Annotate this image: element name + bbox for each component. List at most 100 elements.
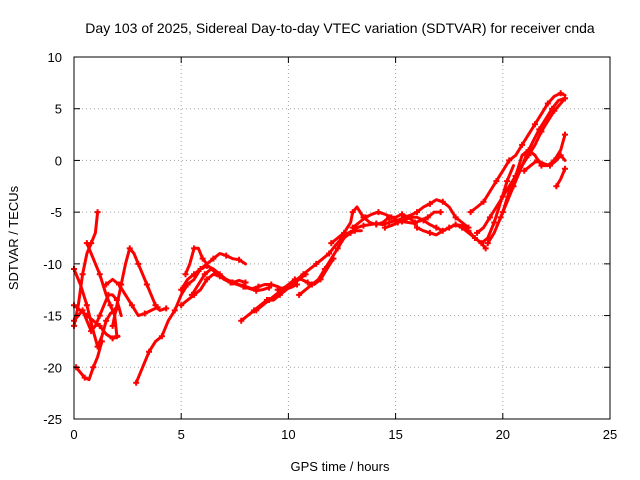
data-point: [83, 312, 90, 319]
data-point: [334, 245, 341, 252]
data-point: [452, 221, 459, 228]
data-point: [308, 281, 315, 288]
data-point: [328, 240, 335, 247]
data-point: [536, 126, 543, 133]
data-point: [98, 338, 105, 345]
data-point: [143, 281, 150, 288]
y-tick-label: -10: [43, 257, 62, 272]
data-point: [362, 214, 369, 221]
data-point: [426, 200, 433, 207]
data-point: [534, 157, 541, 164]
data-point: [210, 255, 217, 262]
data-point: [373, 221, 380, 228]
y-tick-label: -15: [43, 309, 62, 324]
data-point: [499, 193, 506, 200]
data-point: [484, 240, 491, 247]
data-point: [182, 271, 189, 278]
data-point: [437, 209, 444, 216]
data-point: [227, 279, 234, 286]
data-point: [546, 162, 553, 169]
data-point: [90, 364, 97, 371]
axis-ticks: 0 5 10 15 20 25 -25 -20 -15 -10 -5 0 5 10: [43, 50, 617, 442]
data-point: [163, 305, 170, 312]
data-point: [394, 219, 401, 226]
data-point: [531, 121, 538, 128]
data-point: [133, 379, 140, 386]
data-point: [326, 250, 333, 257]
data-point: [544, 100, 551, 107]
data-point: [467, 209, 474, 216]
series-line-prn-y: [501, 133, 567, 214]
data-point: [146, 348, 153, 355]
data-point: [347, 229, 354, 236]
y-tick-label: -25: [43, 412, 62, 427]
data-point: [214, 271, 221, 278]
data-point: [549, 105, 556, 112]
series-line-prn-b: [72, 210, 100, 328]
data-point: [480, 198, 487, 205]
data-point: [493, 178, 500, 185]
data-point: [94, 209, 101, 216]
data-point: [201, 271, 208, 278]
data-point: [486, 214, 493, 221]
data-point: [253, 287, 260, 294]
data-point: [296, 291, 303, 298]
data-point: [141, 310, 148, 317]
data-series: [71, 90, 568, 386]
data-point: [255, 283, 262, 290]
series-line-prn-d: [74, 339, 104, 382]
data-point: [128, 302, 135, 309]
data-point: [313, 260, 320, 267]
y-tick-label: 5: [55, 102, 62, 117]
y-tick-label: 10: [48, 50, 62, 65]
series-line-prn-z: [522, 153, 567, 173]
data-point: [504, 178, 511, 185]
data-point: [388, 214, 395, 221]
data-point: [561, 131, 568, 138]
data-point: [113, 333, 120, 340]
series-line-prn-i: [134, 262, 209, 385]
series-line-prn-h: [85, 241, 119, 338]
data-point: [497, 214, 504, 221]
data-point: [178, 286, 185, 293]
data-point: [420, 217, 427, 224]
data-point: [109, 335, 116, 342]
grid-lines: [74, 57, 610, 419]
series-line-prn-tail: [554, 167, 567, 188]
data-point: [268, 281, 275, 288]
data-point: [482, 245, 489, 252]
series-line-prn-u: [415, 164, 515, 245]
y-tick-label: -5: [50, 205, 62, 220]
data-point: [341, 229, 348, 236]
data-point: [242, 279, 249, 286]
data-point: [411, 219, 418, 226]
data-point: [118, 281, 125, 288]
data-point: [266, 284, 273, 291]
data-point: [360, 222, 367, 229]
data-point: [135, 260, 142, 267]
data-point: [433, 224, 440, 231]
data-point: [126, 245, 133, 252]
data-point: [96, 271, 103, 278]
data-point: [83, 240, 90, 247]
data-point: [158, 333, 165, 340]
data-point: [203, 276, 210, 283]
data-point: [381, 224, 388, 231]
data-point: [199, 255, 206, 262]
x-tick-label: 0: [70, 427, 77, 442]
x-tick-label: 25: [603, 427, 617, 442]
data-point: [81, 374, 88, 381]
data-point: [553, 183, 560, 190]
data-point: [107, 302, 114, 309]
chart-title: Day 103 of 2025, Sidereal Day-to-day VTE…: [85, 20, 595, 36]
data-point: [103, 317, 110, 324]
data-point: [152, 302, 159, 309]
data-point: [499, 209, 506, 216]
data-point: [253, 307, 260, 314]
data-point: [178, 302, 185, 309]
data-point: [238, 317, 245, 324]
y-axis-label: SDTVAR / TECUs: [6, 185, 21, 290]
data-point: [191, 271, 198, 278]
data-point: [88, 328, 95, 335]
data-point: [300, 271, 307, 278]
